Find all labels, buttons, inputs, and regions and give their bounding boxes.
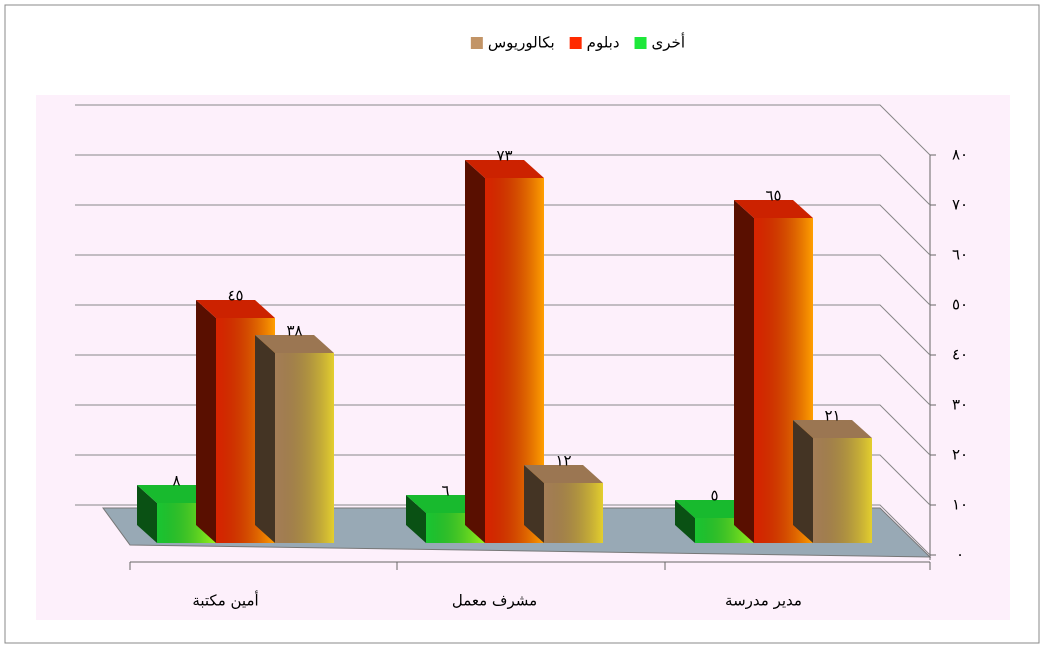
grid-line [75,204,931,256]
grid-line [75,354,931,406]
y-tick-label: ٨٠ [952,146,968,164]
bar-top [196,300,275,318]
legend-swatch [470,37,483,49]
bar-side [734,200,754,543]
data-label: ٥ [710,487,718,505]
data-label: ٤٥ [227,287,243,305]
data-label: ٣٨ [286,322,302,340]
grid-line [75,104,931,156]
y-tick-label: ٧٠ [952,196,968,214]
legend-swatch [569,37,582,49]
x-tick-label: أمين مكتبة [192,591,258,610]
bar-side [465,160,485,543]
y-tick-label: ١٠ [952,496,968,514]
bar-side [793,420,813,543]
y-tick-label: ٤٠ [952,346,968,364]
y-tick-label: ٣٠ [952,396,968,414]
legend-label: بكالوريوس [488,34,555,52]
bar-side [524,465,544,543]
y-tick-label: ٦٠ [952,246,968,264]
grid-line [75,304,931,356]
grid-line [75,254,931,306]
grid-line [75,454,931,506]
bar-top [255,335,334,353]
bar-top [524,465,603,483]
data-label: ٧٣ [496,147,512,165]
bar-shade [275,353,334,543]
bar-top [734,200,813,218]
bar-shade [544,483,603,543]
x-tick-label: مدير مدرسة [725,592,802,610]
bar-side [196,300,216,543]
data-label: ٦٥ [765,187,781,205]
data-label: ٢١ [824,407,840,425]
legend-swatch [634,37,647,49]
legend-label: دبلوم [587,34,620,52]
grid-line [75,154,931,206]
y-tick-label: ٢٠ [952,446,968,464]
x-tick-label: مشرف معمل [452,592,537,610]
bar-side [255,335,275,543]
data-label: ٦ [441,482,449,500]
grid-line [75,404,931,456]
y-tick-label: ٥٠ [952,296,968,314]
grid-line [75,504,931,556]
bar-top [465,160,544,178]
y-tick-label: ٠ [956,546,964,564]
bar-side [137,485,157,543]
data-label: ٨ [172,472,180,490]
bar-top [793,420,872,438]
bar-side [675,500,695,543]
legend-label: أخرى [652,33,685,52]
bar-shade [813,438,872,543]
bar-side [406,495,426,543]
data-label: ١٢ [555,452,571,470]
